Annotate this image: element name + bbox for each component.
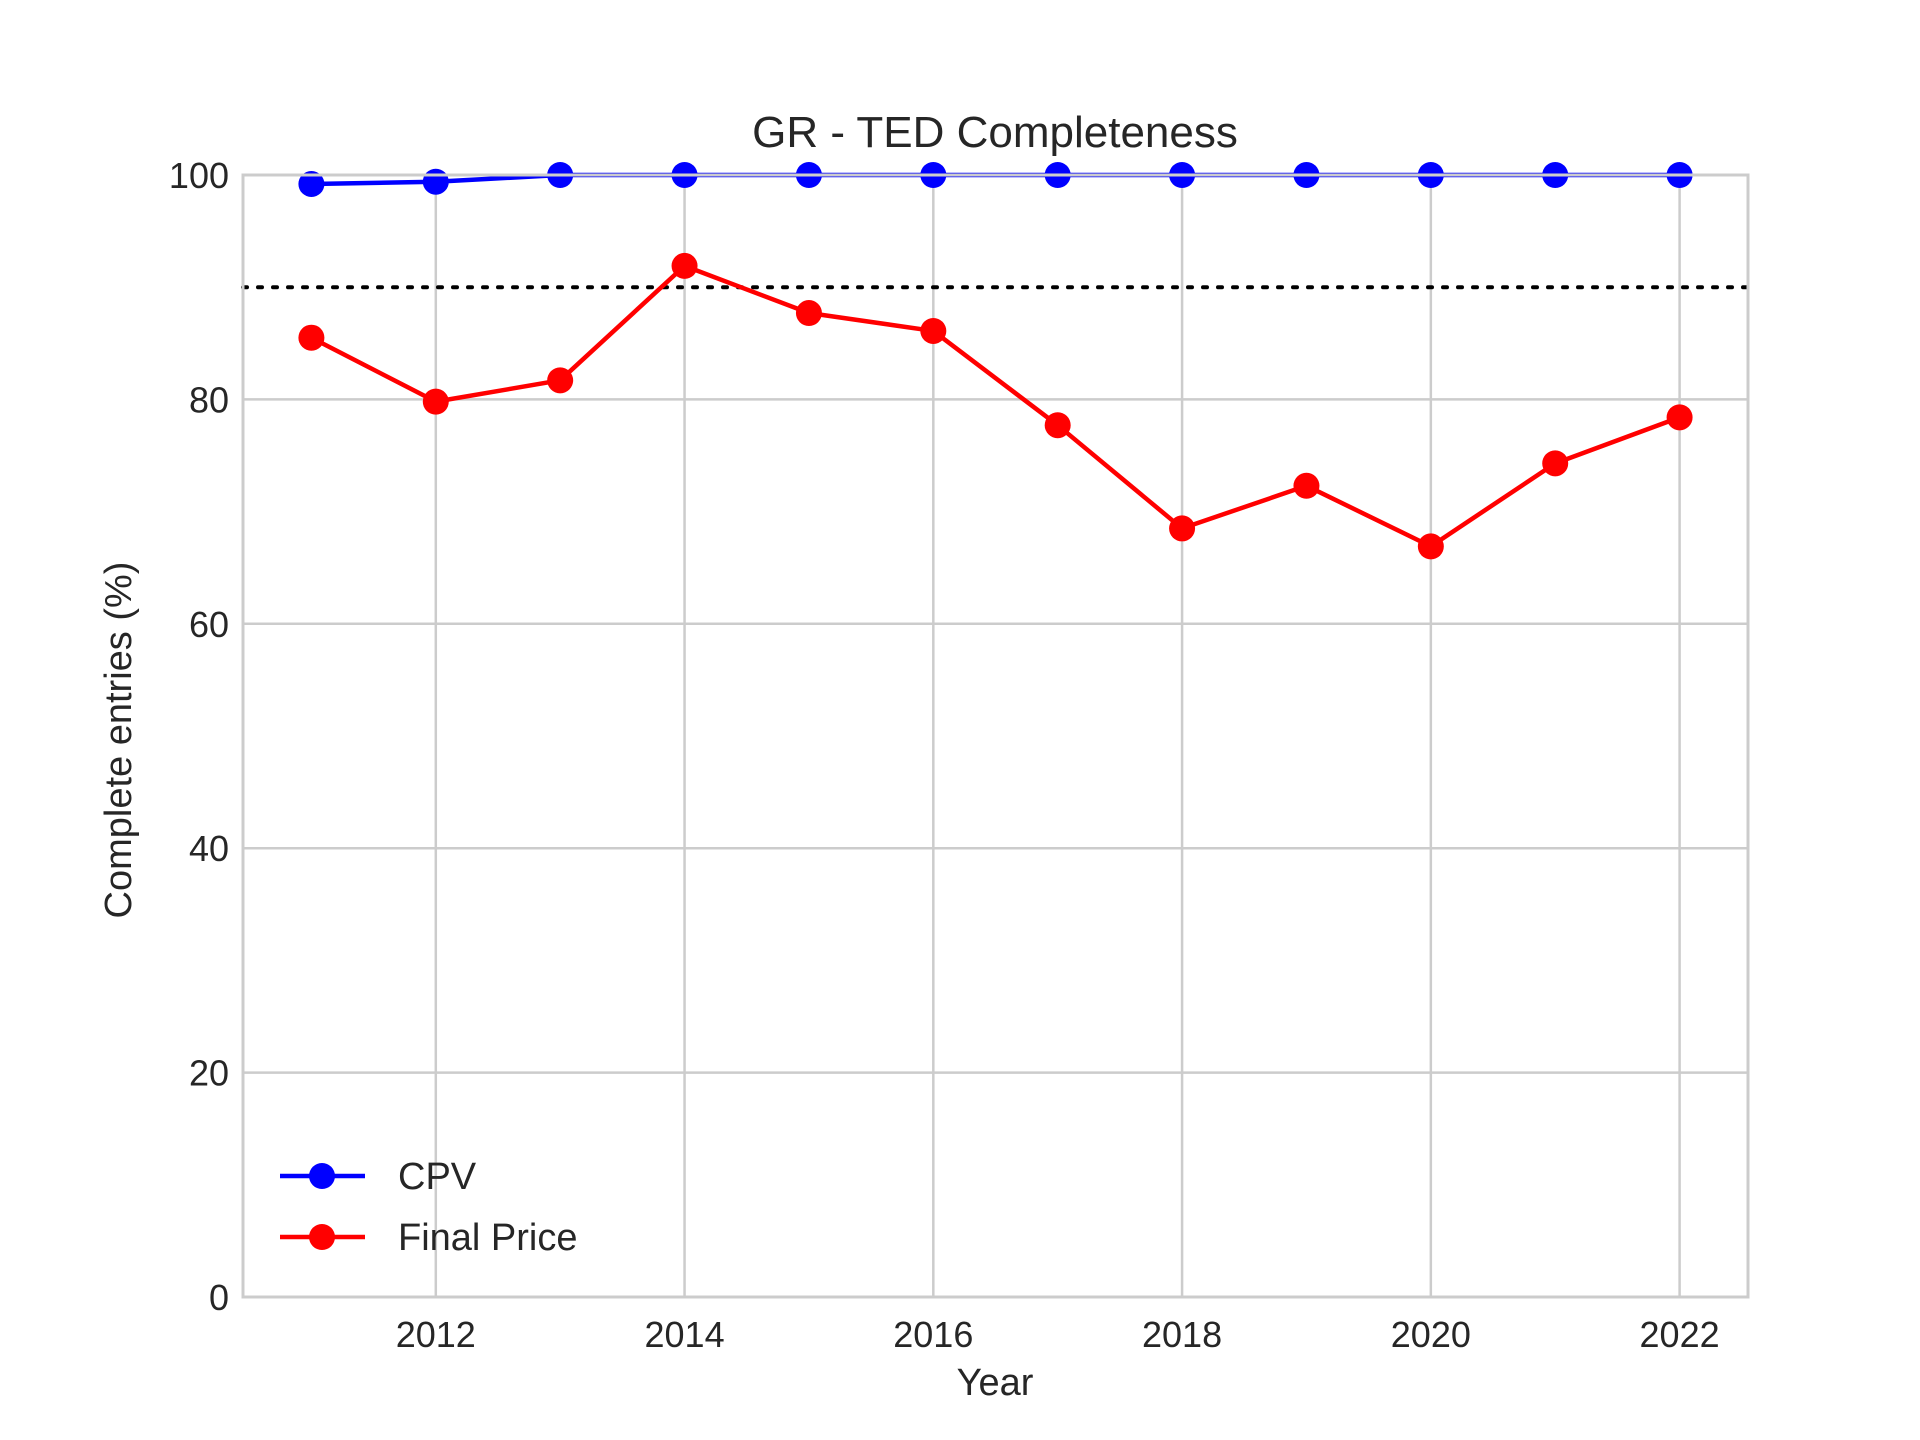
y-tick-label: 60 [189, 604, 229, 645]
y-tick-label: 80 [189, 379, 229, 420]
x-tick-label: 2022 [1640, 1314, 1720, 1355]
y-tick-label: 20 [189, 1053, 229, 1094]
data-point-final-price [298, 324, 325, 351]
data-point-cpv [422, 168, 449, 195]
data-point-final-price [1666, 404, 1693, 431]
data-point-final-price [920, 317, 947, 344]
chart-title: GR - TED Completeness [752, 108, 1238, 157]
data-point-final-price [422, 388, 449, 415]
data-point-final-price [671, 252, 698, 279]
series-final-price [298, 252, 1693, 560]
y-tick-label: 40 [189, 828, 229, 869]
data-point-final-price [1542, 450, 1569, 477]
data-point-final-price [1169, 515, 1196, 542]
legend-label-final-price: Final Price [398, 1217, 578, 1259]
x-axis-label: Year [957, 1362, 1034, 1404]
legend-marker-final-price [309, 1224, 335, 1250]
data-point-final-price [1417, 533, 1444, 560]
data-point-final-price [1044, 412, 1071, 439]
legend: CPV Final Price [280, 1156, 578, 1259]
data-point-cpv [298, 170, 325, 197]
data-point-final-price [547, 367, 574, 394]
series-line-final-price [310, 263, 1681, 549]
legend-label-cpv: CPV [398, 1156, 477, 1198]
x-tick-label: 2016 [893, 1314, 973, 1355]
x-tick-label: 2018 [1142, 1314, 1222, 1355]
x-tick-label: 2014 [645, 1314, 725, 1355]
y-tick-label: 100 [169, 155, 229, 196]
plot-frame [241, 173, 1750, 1299]
tick-labels: 2012 2014 2016 2018 2020 2022 0 20 40 60 80 100 [169, 155, 1720, 1355]
y-tick-label: 0 [209, 1277, 229, 1318]
x-tick-label: 2020 [1391, 1314, 1471, 1355]
data-point-final-price [1293, 472, 1320, 499]
y-axis-label: Complete entries (%) [98, 562, 140, 919]
legend-marker-cpv [309, 1163, 335, 1189]
x-tick-label: 2012 [396, 1314, 476, 1355]
data-point-final-price [795, 300, 822, 327]
